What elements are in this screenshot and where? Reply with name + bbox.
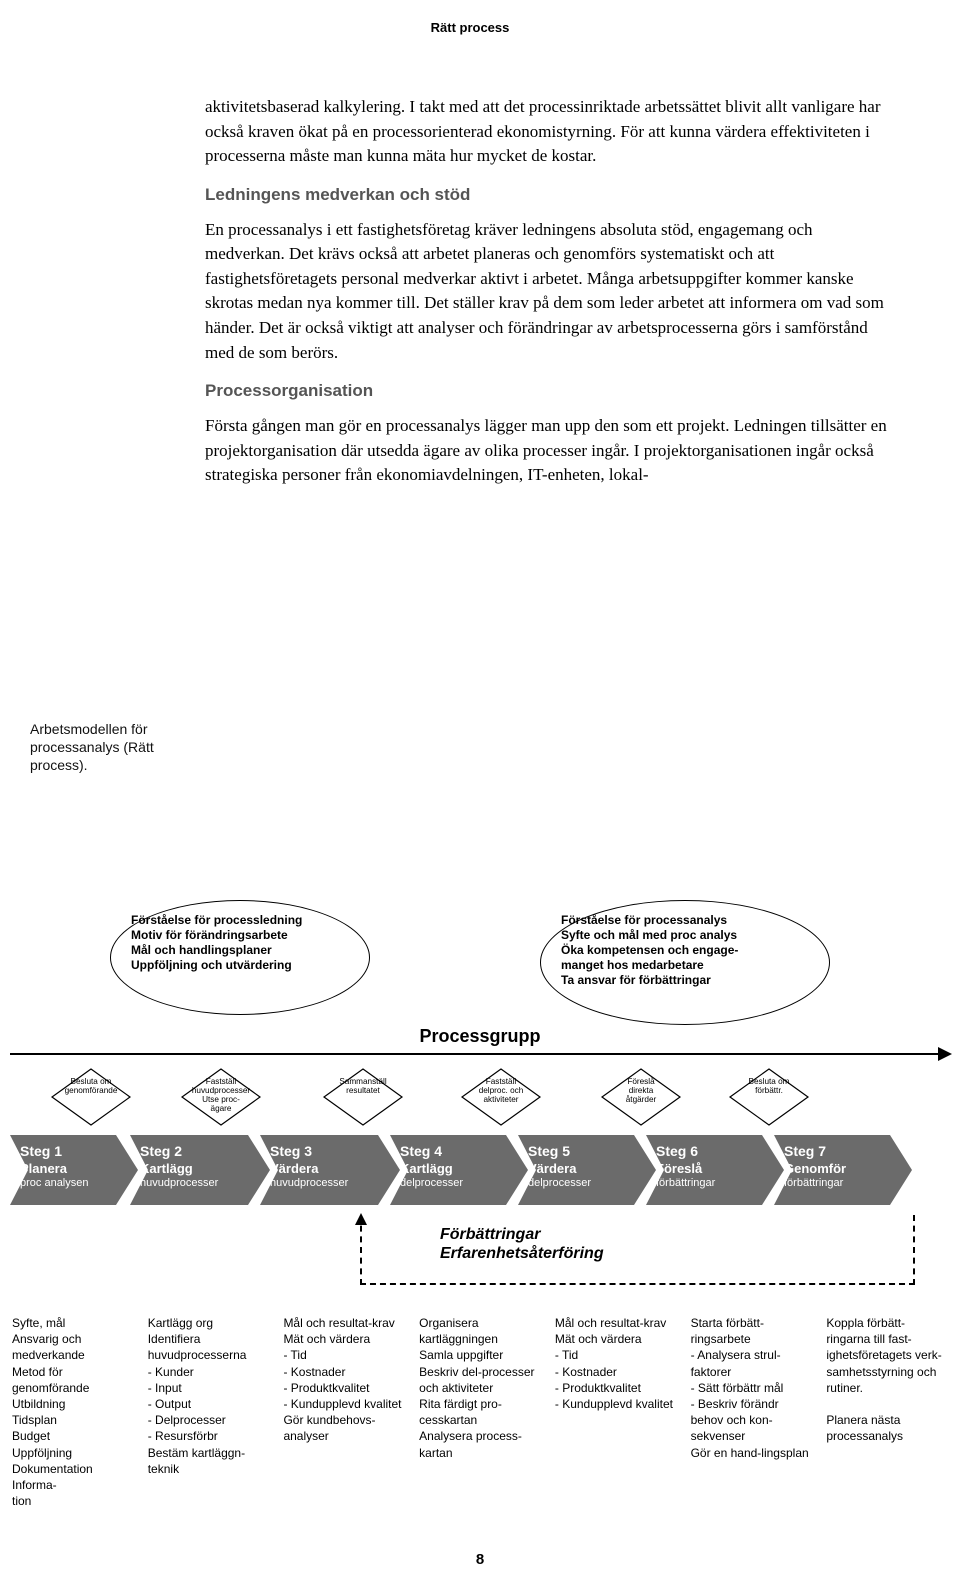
step-arrow: Steg 7Genomförförbättringar	[774, 1135, 912, 1205]
page-header: Rätt process	[30, 20, 910, 35]
oval-left: Förståelse för processledningMotiv för f…	[110, 900, 370, 1015]
step-arrow-row: FörbättringarErfarenhetsåterföring Steg …	[10, 1135, 950, 1215]
decision-diamond: Besluta omförbättr.	[728, 1067, 810, 1127]
step-arrow: Steg 3Värderahuvudprocesser	[260, 1135, 400, 1205]
page-number: 8	[0, 1551, 960, 1568]
decision-diamond: Besluta omgenomförande	[50, 1067, 132, 1127]
detail-column: Koppla förbätt-ringarna till fast-ighets…	[824, 1315, 950, 1509]
detail-column: Organisera kartläggningenSamla uppgifter…	[417, 1315, 543, 1509]
process-diagram: Förståelse för processledningMotiv för f…	[10, 900, 950, 1509]
subhead-processorg: Processorganisation	[205, 379, 890, 404]
body-text: aktivitetsbaserad kalkylering. I takt me…	[205, 95, 890, 488]
decision-diamond: Sammanställresultatet	[322, 1067, 404, 1127]
decision-diamond: FastställhuvudprocesserUtse proc-ägare	[180, 1067, 262, 1127]
diamond-row: Besluta omgenomförande Fastställhuvudproc…	[10, 1061, 950, 1135]
decision-diamond: Föreslådirektaåtgärder	[600, 1067, 682, 1127]
feedback-label: FörbättringarErfarenhetsåterföring	[440, 1225, 604, 1263]
sidenote-caption: Arbetsmodellen för processanalys (Rätt p…	[30, 720, 190, 775]
detail-column: Mål och resultat-kravMät och värdera- Ti…	[281, 1315, 407, 1509]
oval-right: Förståelse för processanalysSyfte och må…	[540, 900, 830, 1025]
decision-diamond: Fastställdelproc. ochaktiviteter	[460, 1067, 542, 1127]
paragraph-3: Första gången man gör en processanalys l…	[205, 414, 890, 488]
oval-row: Förståelse för processledningMotiv för f…	[10, 900, 950, 1050]
step-arrow: Steg 1Planeraproc analysen	[10, 1135, 138, 1205]
detail-column: Syfte, målAnsvarig och medverkandeMetod …	[10, 1315, 136, 1509]
paragraph-2: En processanalys i ett fastighetsföretag…	[205, 218, 890, 366]
step-arrow: Steg 5Värderadelprocesser	[518, 1135, 656, 1205]
processgrupp-label: Processgrupp	[10, 1026, 950, 1047]
detail-column: Mål och resultat-kravMät och värdera- Ti…	[553, 1315, 679, 1509]
paragraph-1: aktivitetsbaserad kalkylering. I takt me…	[205, 95, 890, 169]
subhead-ledningens: Ledningens medverkan och stöd	[205, 183, 890, 208]
detail-column: Starta förbätt-ringsarbete- Analysera st…	[689, 1315, 815, 1509]
detail-column: Kartlägg orgIdentifiera huvudprocesserna…	[146, 1315, 272, 1509]
step-arrow: Steg 6Föreslåförbättringar	[646, 1135, 784, 1205]
step-arrow: Steg 4Kartläggdelprocesser	[390, 1135, 528, 1205]
detail-columns: Syfte, målAnsvarig och medverkandeMetod …	[10, 1315, 950, 1509]
step-arrow: Steg 2Kartlägghuvudprocesser	[130, 1135, 270, 1205]
timeline-arrow	[10, 1053, 950, 1055]
